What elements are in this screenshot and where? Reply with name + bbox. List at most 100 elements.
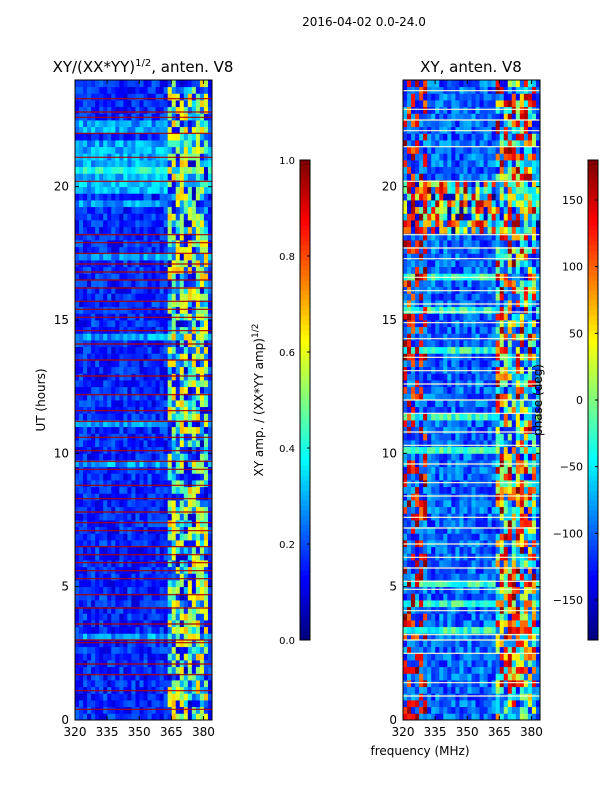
heatmap-cell: [147, 413, 152, 421]
heatmap-cell: [403, 580, 408, 588]
heatmap-cell: [135, 380, 140, 388]
heatmap-cell: [203, 426, 209, 434]
heatmap-cell: [95, 373, 100, 381]
heatmap-cell: [83, 240, 88, 248]
heatmap-cell: [419, 680, 424, 688]
heatmap-cell: [511, 573, 517, 581]
heatmap-cell: [103, 240, 108, 248]
heatmap-cell: [135, 366, 140, 374]
heatmap-cell: [443, 646, 448, 654]
heatmap-cell: [95, 333, 100, 341]
heatmap-cell: [519, 546, 525, 554]
heatmap-cell: [75, 693, 80, 701]
heatmap-cell: [203, 100, 209, 108]
heatmap-cell: [499, 706, 505, 714]
heatmap-cell: [431, 480, 436, 488]
heatmap-cell: [95, 206, 100, 214]
heatmap-cell: [471, 473, 476, 481]
heatmap-cell: [439, 526, 444, 534]
heatmap-cell: [159, 186, 165, 194]
heatmap-cell: [179, 273, 185, 281]
heatmap-cell: [103, 706, 108, 714]
heatmap-cell: [443, 533, 448, 541]
heatmap-cell: [87, 400, 92, 408]
heatmap-cell: [151, 320, 156, 328]
heatmap-cell: [119, 206, 124, 214]
heatmap-cell: [411, 420, 416, 428]
heatmap-cell: [531, 580, 537, 588]
heatmap-cell: [87, 586, 92, 594]
heatmap-cell: [535, 426, 541, 434]
heatmap-cell: [455, 546, 460, 554]
heatmap-cell: [119, 380, 124, 388]
heatmap-cell: [127, 426, 132, 434]
heatmap-cell: [423, 500, 428, 508]
heatmap-cell: [179, 226, 185, 234]
heatmap-cell: [191, 613, 197, 621]
heatmap-cell: [171, 160, 177, 168]
heatmap-cell: [407, 653, 412, 661]
heatmap-cell: [475, 446, 480, 454]
heatmap-cell: [143, 126, 148, 134]
heatmap-cell: [103, 633, 108, 641]
heatmap-cell: [103, 86, 108, 94]
heatmap-cell: [431, 560, 436, 568]
heatmap-cell: [151, 706, 156, 714]
heatmap-cell: [99, 366, 104, 374]
heatmap-cell: [75, 80, 80, 88]
heatmap-cell: [183, 220, 189, 228]
heatmap-cell: [95, 640, 100, 648]
heatmap-cell: [163, 366, 169, 374]
heatmap-cell: [519, 660, 525, 668]
heatmap-cell: [463, 520, 468, 528]
heatmap-cell: [467, 566, 472, 574]
heatmap-cell: [179, 500, 185, 508]
heatmap-cell: [131, 640, 136, 648]
heatmap-cell: [143, 413, 148, 421]
heatmap-cell: [143, 186, 148, 194]
heatmap-cell: [139, 646, 144, 654]
heatmap-cell: [199, 293, 205, 301]
heatmap-cell: [415, 426, 420, 434]
heatmap-cell: [495, 453, 501, 461]
colorbar-segment: [300, 250, 310, 256]
heatmap-cell: [143, 546, 148, 554]
heatmap-cell: [83, 166, 88, 174]
heatmap-cell: [179, 553, 185, 561]
heatmap-cell: [163, 700, 169, 708]
heatmap-cell: [135, 240, 140, 248]
heatmap-cell: [487, 666, 493, 674]
heatmap-cell: [163, 373, 169, 381]
heatmap-cell: [523, 520, 529, 528]
heatmap-cell: [111, 453, 116, 461]
heatmap-cell: [207, 233, 213, 241]
heatmap-cell: [451, 433, 456, 441]
heatmap-cell: [195, 360, 201, 368]
heatmap-cell: [155, 126, 161, 134]
heatmap-cell: [463, 433, 468, 441]
heatmap-cell: [451, 526, 456, 534]
heatmap-cell: [127, 640, 132, 648]
heatmap-cell: [179, 286, 185, 294]
heatmap-cell: [143, 166, 148, 174]
heatmap-cell: [403, 426, 408, 434]
heatmap-cell: [459, 613, 464, 621]
heatmap-cell: [143, 673, 148, 681]
heatmap-cell: [115, 426, 120, 434]
heatmap-cell: [111, 500, 116, 508]
heatmap-cell: [491, 473, 497, 481]
heatmap-cell: [139, 233, 144, 241]
heatmap-cell: [199, 366, 205, 374]
colorbar-segment: [300, 210, 310, 216]
heatmap-cell: [79, 160, 84, 168]
heatmap-cell: [95, 266, 100, 274]
heatmap-cell: [187, 166, 193, 174]
heatmap-cell: [199, 93, 205, 101]
heatmap-cell: [75, 506, 80, 514]
heatmap-cell: [519, 506, 525, 514]
heatmap-cell: [187, 613, 193, 621]
heatmap-cell: [95, 426, 100, 434]
heatmap-cell: [459, 626, 464, 634]
heatmap-cell: [119, 146, 124, 154]
heatmap-cell: [175, 266, 181, 274]
